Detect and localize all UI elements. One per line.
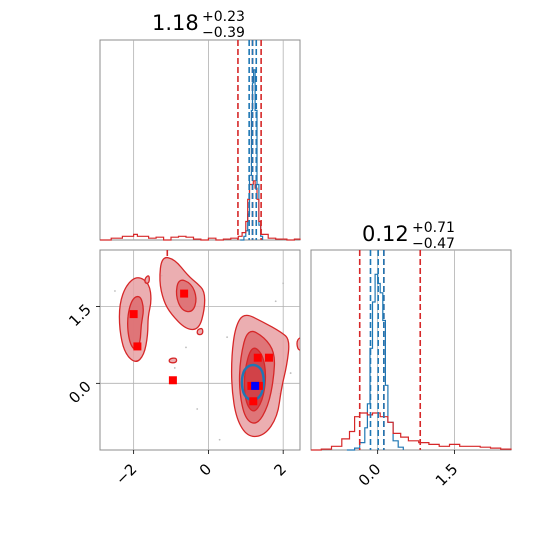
- joint-contour-panel: −2 0 2 0.0 1.5: [65, 249, 301, 488]
- joint-blue-contour: [240, 363, 265, 402]
- marginal-y-xtick-label: 1.5: [432, 460, 462, 490]
- marginal-y-xtick-label: 0.0: [355, 460, 385, 490]
- marginal-y-grid: [377, 250, 455, 450]
- marginal-x-title-sub: −0.39: [202, 25, 245, 41]
- joint-red-contour-level-1: [144, 275, 150, 284]
- joint-red-marker: [264, 353, 273, 362]
- joint-sample-point: [114, 290, 116, 292]
- joint-xtick-labels: −2 0 2: [112, 450, 290, 488]
- joint-red-contour-level-2: [127, 295, 144, 350]
- joint-sample-point: [289, 372, 292, 374]
- joint-xtick-label: 0: [196, 460, 215, 479]
- joint-red-marker: [180, 289, 189, 298]
- marginal-y-frame: [310, 249, 512, 451]
- joint-sample-point: [218, 438, 221, 441]
- joint-red-marker: [168, 376, 177, 385]
- joint-sample-point: [185, 346, 187, 349]
- joint-sample-point: [196, 408, 199, 410]
- joint-blue-marker: [251, 381, 260, 390]
- marginal-y-red-histogram: [311, 412, 512, 451]
- joint-ytick-labels: 0.0 1.5: [65, 301, 100, 407]
- marginal-x-marks: [100, 40, 301, 241]
- joint-xtick-label: −2: [112, 460, 140, 488]
- joint-sample-point: [274, 300, 277, 303]
- marginal-x-title: 1.18 +0.23 −0.39: [152, 9, 245, 41]
- marginal-x-frame: [99, 39, 301, 241]
- marginal-y-blue-histogram: [346, 273, 404, 451]
- joint-ytick-label: 0.0: [65, 377, 95, 407]
- joint-sample-point: [173, 367, 176, 369]
- joint-red-marker: [249, 397, 258, 406]
- joint-red-marker: [253, 353, 262, 362]
- marginal-y-xtick-labels: 0.0 1.5: [355, 450, 462, 490]
- joint-sample-point: [226, 336, 229, 339]
- joint-ytick-label: 1.5: [65, 301, 95, 331]
- marginal-y-title: 0.12 +0.71 −0.47: [362, 220, 455, 252]
- marginal-y-title-value: 0.12: [362, 222, 409, 246]
- marginal-histogram-y: 0.12 +0.71 −0.47 0.0 1.5: [310, 220, 512, 490]
- marginal-y-title-sup: +0.71: [412, 220, 455, 236]
- joint-marks: [114, 250, 300, 441]
- joint-sample-point: [282, 282, 285, 285]
- joint-red-contour-level-1: [196, 327, 204, 336]
- joint-red-marker: [133, 342, 142, 351]
- marginal-x-title-sup: +0.23: [202, 9, 245, 25]
- marginal-y-marks: [311, 250, 512, 451]
- joint-xtick-label: 2: [271, 460, 290, 479]
- marginal-x-title-value: 1.18: [152, 11, 199, 35]
- joint-red-contour-level-1: [296, 337, 300, 351]
- marginal-histogram-x: 1.18 +0.23 −0.39: [99, 9, 301, 241]
- marginal-y-title-sub: −0.47: [412, 236, 455, 252]
- joint-red-marker: [129, 310, 138, 319]
- marginal-x-grid: [133, 40, 284, 240]
- joint-red-contour-level-1: [168, 357, 178, 364]
- marginal-x-red-histogram: [100, 180, 301, 241]
